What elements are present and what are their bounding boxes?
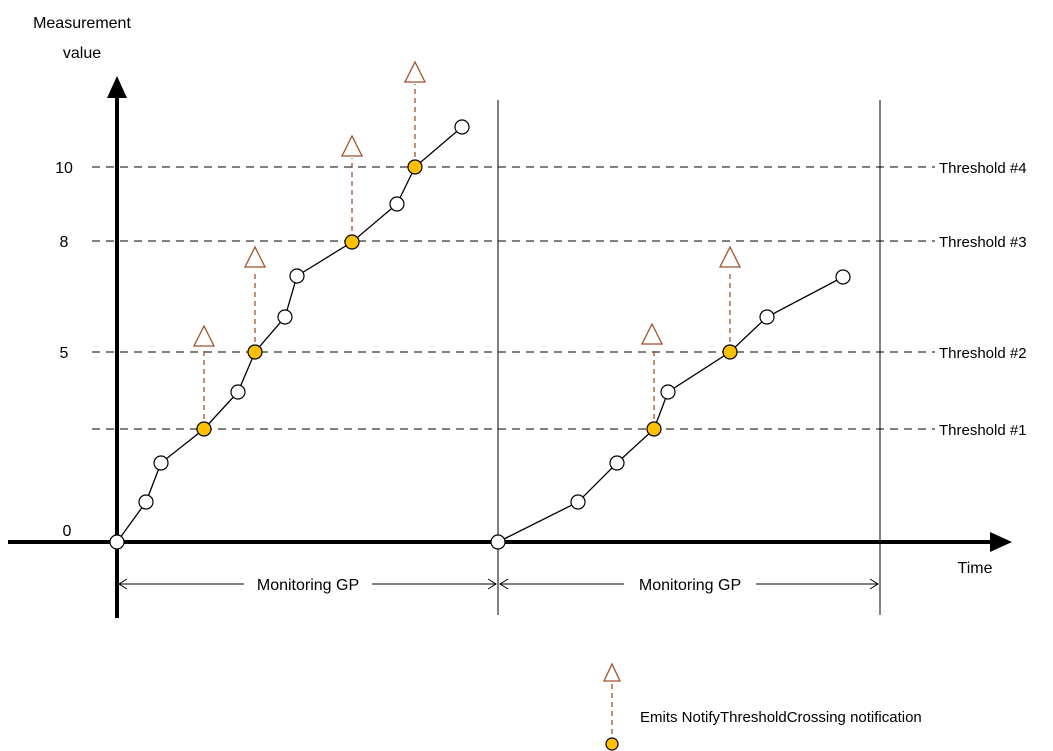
sample-point	[153, 455, 169, 471]
notification-arrow	[243, 245, 267, 351]
y-tick-label: 10	[55, 160, 73, 177]
dimension-arrow-left-icon	[118, 578, 128, 590]
sample-point	[490, 534, 506, 550]
notification-triangle-icon	[340, 134, 364, 157]
measurement-line-gp1	[116, 126, 463, 543]
crossing-point	[196, 421, 212, 437]
y-tick-label: 8	[60, 234, 69, 251]
y-tick-label: 0	[63, 523, 72, 540]
sample-point	[759, 309, 775, 325]
threshold-lines	[92, 166, 935, 430]
legend-text: Emits NotifyThresholdCrossing notificati…	[640, 709, 922, 726]
sample-point	[277, 309, 293, 325]
y-axis-title-line2: value	[63, 45, 101, 62]
threshold-label-2: Threshold #2	[939, 345, 1027, 362]
dimension-arrow-right-icon	[487, 578, 497, 590]
sample-point	[230, 384, 246, 400]
legend-crossing-point-icon	[605, 737, 619, 751]
sample-point	[454, 119, 470, 135]
dimension-arrow-right-icon	[869, 578, 879, 590]
crossing-point	[722, 344, 738, 360]
legend-notification-icon	[602, 662, 622, 737]
crossing-point	[646, 421, 662, 437]
legend: Emits NotifyThresholdCrossing notificati…	[602, 662, 922, 751]
notification-arrow	[718, 245, 742, 351]
crossing-point	[344, 234, 360, 250]
notification-triangle-icon	[243, 245, 267, 268]
gp-dimension-1	[118, 578, 497, 590]
y-tick-label: 5	[60, 345, 69, 362]
threshold-label-1: Threshold #1	[939, 422, 1027, 439]
sample-points-gp1	[109, 119, 470, 550]
sample-point	[109, 534, 125, 550]
crossing-point	[247, 344, 263, 360]
notification-triangle-icon	[718, 245, 742, 268]
gp-label-2: Monitoring GP	[639, 577, 741, 594]
notification-arrows	[192, 60, 742, 428]
y-axis-title-line1: Measurement	[33, 15, 131, 32]
notification-arrow	[192, 324, 216, 428]
notification-arrow	[340, 134, 364, 240]
notification-triangle-icon	[640, 322, 664, 345]
sample-point	[389, 196, 405, 212]
notification-triangle-icon	[403, 60, 427, 83]
sample-points-gp2	[490, 269, 851, 550]
sample-point	[289, 268, 305, 284]
threshold-label-4: Threshold #4	[939, 160, 1027, 177]
y-axis-arrowhead	[107, 76, 127, 98]
gp-label-1: Monitoring GP	[257, 577, 359, 594]
crossing-point	[407, 159, 423, 175]
threshold-label-3: Threshold #3	[939, 234, 1027, 251]
sample-point	[835, 269, 851, 285]
sample-point	[660, 384, 676, 400]
gp-boundaries	[497, 100, 881, 615]
notification-triangle-icon	[192, 324, 216, 347]
dimension-arrow-left-icon	[499, 578, 509, 590]
notification-arrow	[403, 60, 427, 166]
sample-point	[609, 455, 625, 471]
measurement-line-gp2	[497, 276, 844, 543]
x-axis-title: Time	[958, 560, 993, 577]
gp-dimension-2	[499, 578, 879, 590]
notification-arrow	[640, 322, 664, 428]
sample-point	[570, 494, 586, 510]
x-axis-arrowhead	[990, 532, 1012, 552]
sample-point	[138, 494, 154, 510]
